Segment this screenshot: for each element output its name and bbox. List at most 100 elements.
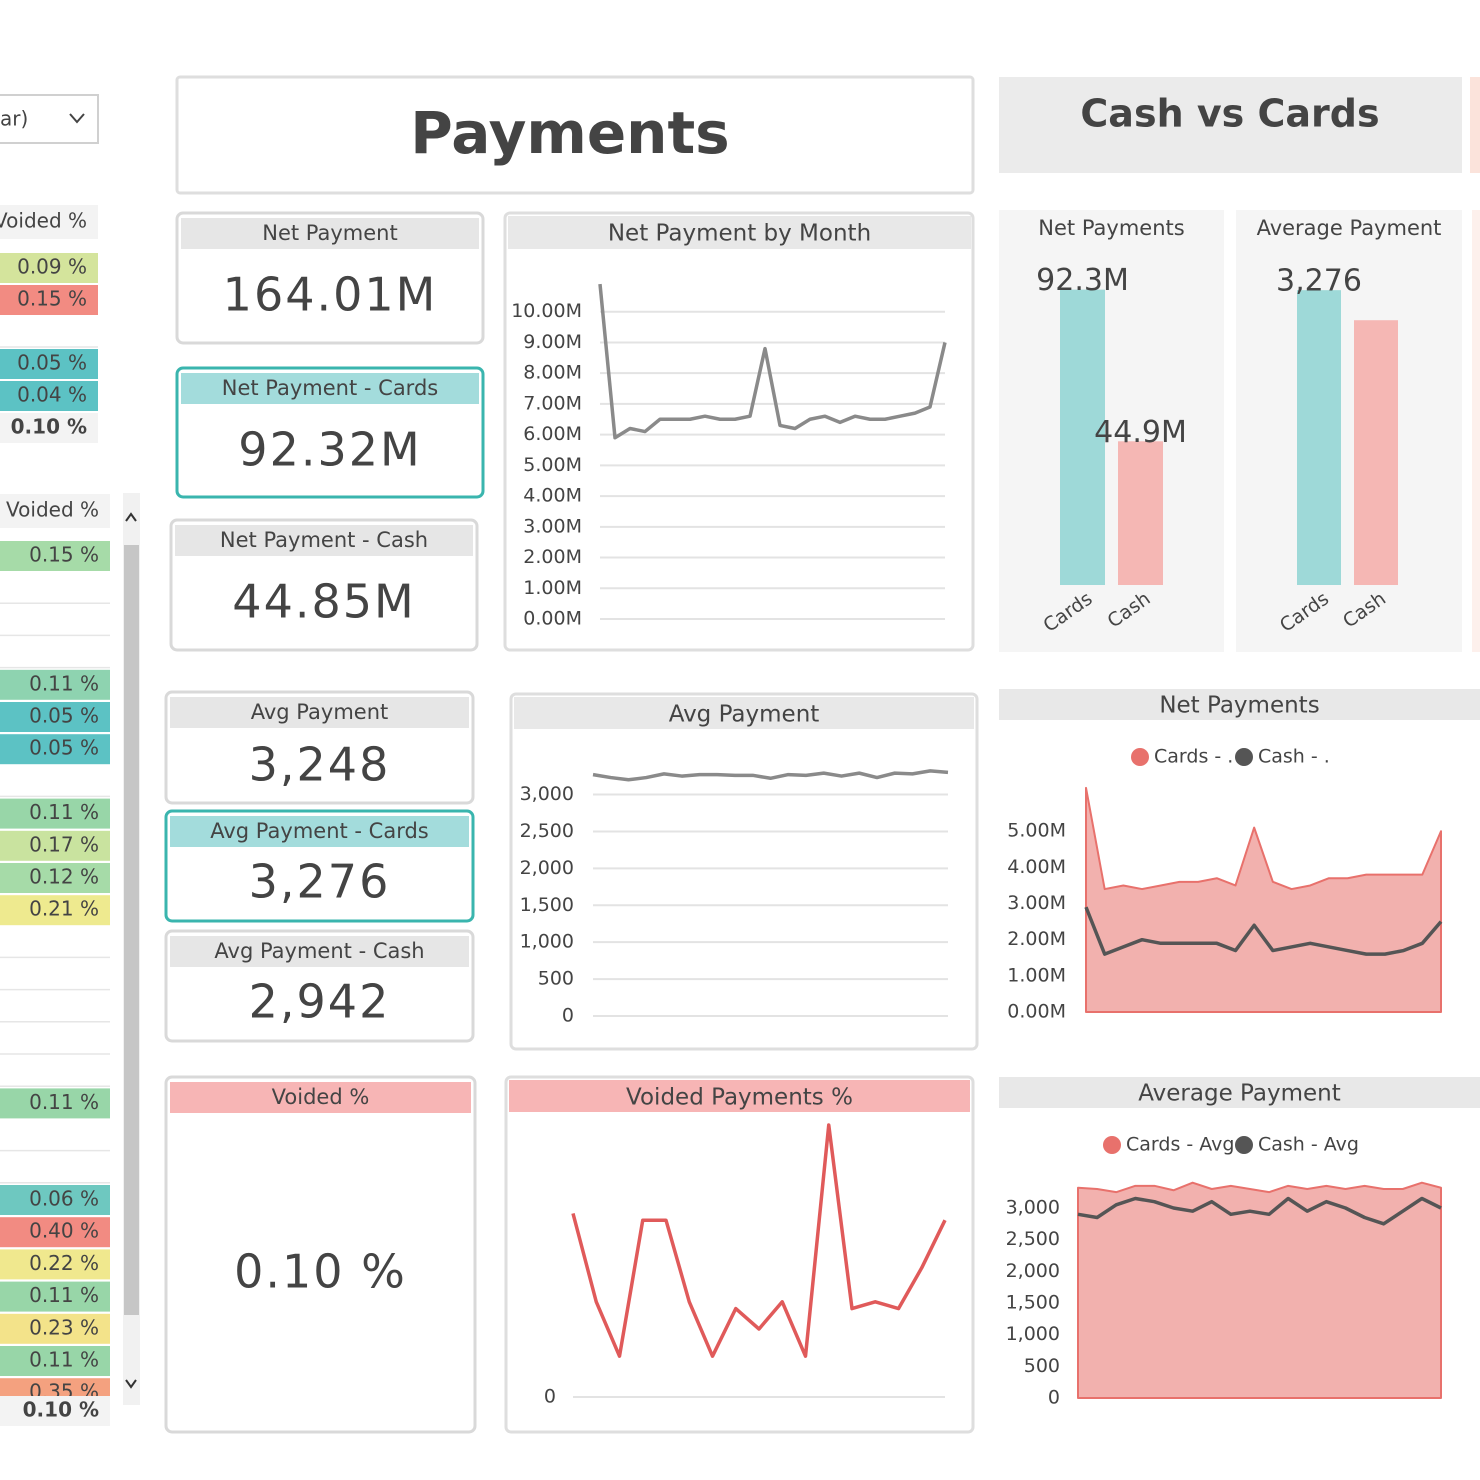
scroll-up[interactable]: [125, 512, 137, 522]
table-cell: [0, 349, 98, 379]
line: [571, 1123, 947, 1358]
table-cell: [0, 1217, 110, 1248]
bar-value-label: 44.9M: [1094, 415, 1187, 450]
bar-value-label: 92.3M: [1036, 263, 1129, 298]
chart-header: [999, 1077, 1480, 1108]
scroll-down[interactable]: [125, 1379, 137, 1389]
title-box: [175, 75, 975, 195]
y-tick-label: 3.00M: [1007, 892, 1066, 914]
y-tick-label: 8.00M: [523, 362, 582, 384]
kpi-card-header: [181, 373, 479, 404]
bar: [1060, 289, 1105, 585]
table-cell-text: 0.05 %: [29, 736, 99, 760]
table-cell: [0, 285, 98, 315]
y-tick-label: 6.00M: [523, 423, 582, 445]
table-cell: [0, 1185, 110, 1215]
kpi-card-header: [170, 697, 469, 728]
table-cell: [0, 541, 110, 571]
chart-panel: [504, 1075, 975, 1434]
table-cell-text: 0.12 %: [29, 865, 99, 889]
area: [1085, 786, 1442, 1013]
y-tick-label: 1.00M: [1007, 964, 1066, 986]
kpi-card-header: [170, 936, 469, 967]
y-tick-label: 1,000: [1006, 1323, 1060, 1345]
table-cell: [0, 1313, 110, 1344]
legend-marker: [1235, 1136, 1253, 1154]
table-cell-text: 0.15 %: [17, 287, 87, 311]
table-cell: [0, 1249, 110, 1280]
line: [1077, 1196, 1442, 1226]
legend-label: Cards - Avg: [1126, 1134, 1234, 1156]
legend-label: Cash - Avg: [1258, 1134, 1359, 1156]
chart-header: [999, 689, 1480, 720]
table-header-bg: [0, 205, 98, 239]
slicer[interactable]: [0, 94, 99, 144]
kpi-card-header: [181, 218, 479, 249]
y-tick-label: 0.00M: [523, 608, 582, 630]
kpi-value: 164.01M: [223, 268, 438, 322]
table-total: 0.10 %: [11, 415, 87, 439]
y-tick-label: 2.00M: [523, 546, 582, 568]
table-cell-text: 0.22 %: [29, 1251, 99, 1275]
y-tick-label: 1,500: [1006, 1292, 1060, 1314]
chart-header: [514, 697, 974, 729]
y-tick-label: 2,500: [520, 820, 574, 842]
y-tick-label: 2.00M: [1007, 928, 1066, 950]
kpi-label: Voided %: [272, 1085, 370, 1109]
table-cell: [0, 1088, 110, 1119]
table-cell-text: 0.15 %: [29, 543, 99, 567]
slicer-chevron: [69, 113, 85, 124]
table-cell: [0, 895, 110, 926]
table-cell-text: 0.06 %: [29, 1187, 99, 1211]
y-tick-label: 1,500: [520, 894, 574, 916]
section-title: Cash vs Cards: [1080, 92, 1379, 136]
chart-title: Net Payment by Month: [608, 221, 871, 247]
line: [592, 769, 949, 782]
y-tick-label: 2,500: [1006, 1228, 1060, 1250]
kpi-value: 3,248: [249, 738, 391, 792]
y-tick-label: 7.00M: [523, 392, 582, 414]
table-total: 0.10 %: [23, 1398, 99, 1422]
y-tick-label: 0: [544, 1386, 556, 1408]
table-cell-text: 0.05 %: [29, 704, 99, 728]
kpi-card: [164, 1075, 477, 1434]
section-box: [999, 77, 1462, 173]
y-tick-label: 10.00M: [511, 300, 582, 322]
scrollbar-thumb[interactable]: [124, 545, 139, 1315]
chart-title: Average Payment: [1138, 1081, 1340, 1107]
y-tick-label: 500: [538, 968, 574, 990]
chart-panel: [999, 210, 1224, 652]
legend-marker: [1131, 748, 1149, 766]
area: [1077, 1181, 1442, 1399]
y-tick-label: 2,000: [1006, 1260, 1060, 1282]
table-cell-text: 0.11 %: [29, 800, 99, 824]
y-tick-label: 4.00M: [1007, 856, 1066, 878]
table-cell-text: 0.11 %: [29, 1090, 99, 1114]
y-tick-label: 500: [1024, 1355, 1060, 1377]
table-cell: [0, 863, 110, 893]
chart-title: Average Payment: [1257, 216, 1442, 240]
kpi-label: Avg Payment: [251, 700, 389, 724]
legend-label: Cards - .: [1154, 746, 1233, 768]
kpi-card-header: [175, 525, 473, 556]
table-cell-text: 0.17 %: [29, 832, 99, 856]
table-cell-text: 0.40 %: [29, 1219, 99, 1243]
chart-panel: [503, 211, 975, 652]
table-header: Voided %: [6, 498, 99, 522]
kpi-label: Avg Payment - Cards: [210, 819, 429, 843]
kpi-value: 44.85M: [232, 575, 415, 629]
kpi-card-header: [170, 816, 469, 847]
chart-title: Voided Payments %: [626, 1085, 853, 1111]
kpi-value: 0.10 %: [234, 1245, 407, 1299]
chart-panel: [509, 692, 979, 1051]
table-cell-text: 0.11 %: [29, 1348, 99, 1372]
table-cell: [0, 702, 110, 732]
y-tick-label: 0: [562, 1005, 574, 1027]
y-tick-label: 0.00M: [1007, 1001, 1066, 1023]
y-tick-label: 1,000: [520, 931, 574, 953]
table-cell: [0, 1281, 110, 1312]
kpi-label: Net Payment - Cards: [222, 376, 438, 400]
table-cell-text: 0.11 %: [29, 1283, 99, 1307]
